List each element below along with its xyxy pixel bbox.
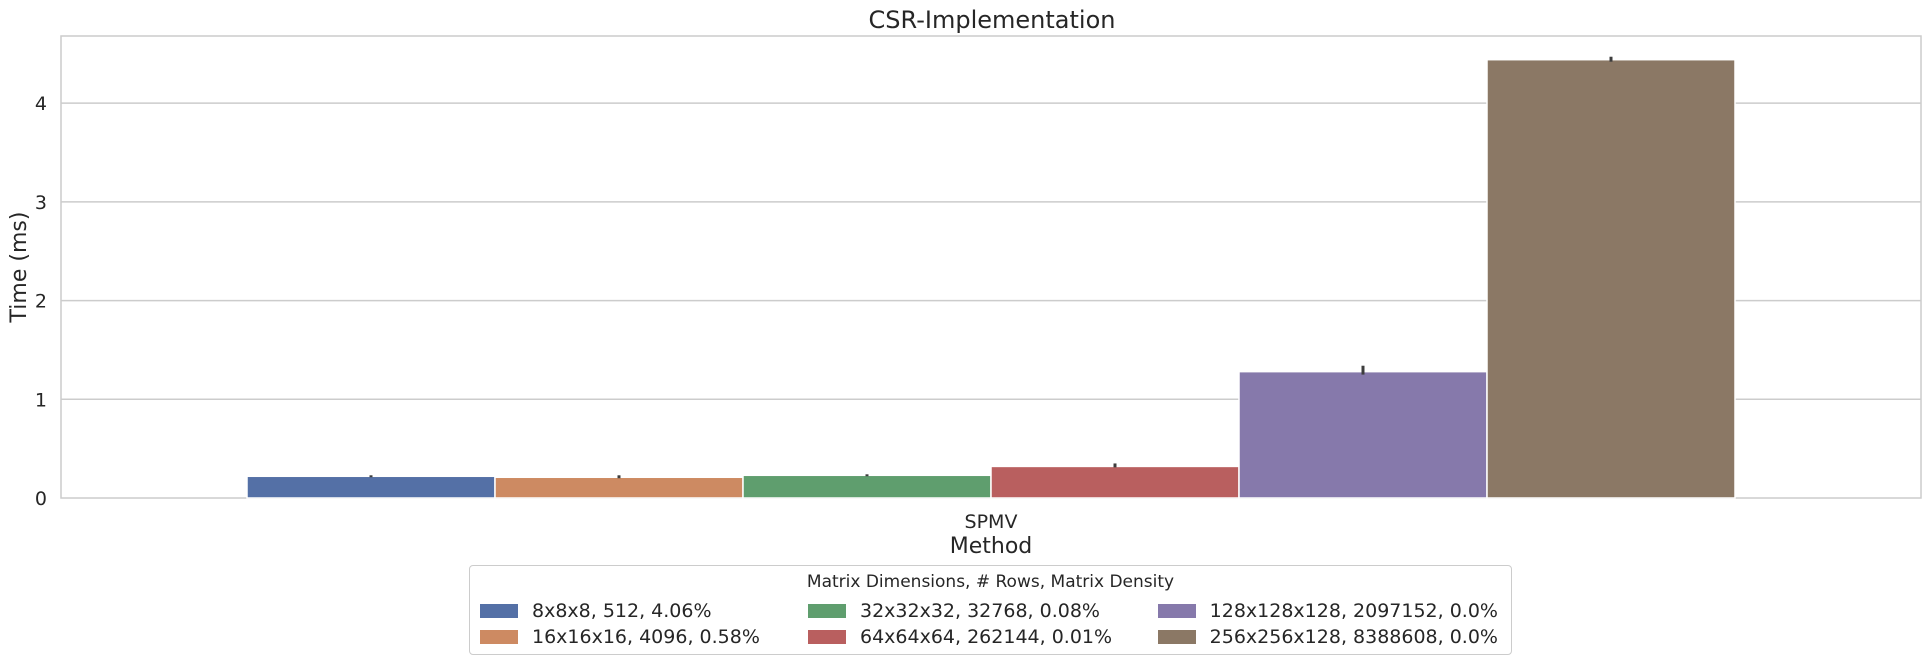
- legend-label-1: 8x8x8, 512, 4.06%: [532, 600, 712, 622]
- legend-swatch-2: [480, 630, 518, 644]
- legend-label-6: 256x256x128, 8388608, 0.0%: [1209, 626, 1498, 648]
- y-tick-labels: 0 1 2 3 4: [35, 93, 47, 510]
- bar-series-1: [246, 475, 496, 499]
- legend-item-5: 128x128x128, 2097152, 0.0%: [1158, 598, 1498, 624]
- y-tick-label-0: 0: [35, 488, 47, 510]
- bar-series-2: [494, 476, 744, 499]
- y-tick-label-4: 4: [35, 93, 47, 115]
- legend-item-4: 64x64x64, 262144, 0.01%: [808, 624, 1158, 650]
- bar-series-3: [742, 474, 992, 499]
- x-axis-label: Method: [950, 534, 1033, 559]
- legend-item-6: 256x256x128, 8388608, 0.0%: [1158, 624, 1498, 650]
- legend-items: 8x8x8, 512, 4.06% 16x16x16, 4096, 0.58% 32…: [480, 598, 1498, 650]
- legend-swatch-4: [808, 630, 846, 644]
- legend-swatch-6: [1158, 630, 1196, 644]
- legend-item-1: 8x8x8, 512, 4.06%: [480, 598, 808, 624]
- bar-series-5: [1238, 370, 1488, 499]
- legend-label-4: 64x64x64, 262144, 0.01%: [860, 626, 1113, 648]
- legend-swatch-3: [808, 604, 846, 618]
- y-axis-label: Time (ms): [7, 212, 32, 324]
- y-tick-label-3: 3: [35, 192, 47, 214]
- legend-label-3: 32x32x32, 32768, 0.08%: [860, 600, 1100, 622]
- legend-item-2: 16x16x16, 4096, 0.58%: [480, 624, 808, 650]
- error-bars: [369, 56, 1613, 479]
- legend-swatch-5: [1158, 604, 1196, 618]
- legend-item-3: 32x32x32, 32768, 0.08%: [808, 598, 1158, 624]
- legend: Matrix Dimensions, # Rows, Matrix Densit…: [469, 565, 1512, 655]
- bars: [246, 58, 1736, 499]
- y-tick-label-2: 2: [35, 291, 47, 313]
- chart-title: CSR-Implementation: [869, 6, 1116, 34]
- bar-series-6: [1486, 58, 1736, 499]
- legend-label-5: 128x128x128, 2097152, 0.0%: [1209, 600, 1498, 622]
- legend-title: Matrix Dimensions, # Rows, Matrix Densit…: [806, 572, 1175, 592]
- legend-swatch-1: [480, 604, 518, 618]
- legend-label-2: 16x16x16, 4096, 0.58%: [532, 626, 760, 648]
- x-tick-label-spmv: SPMV: [965, 511, 1018, 533]
- y-tick-label-1: 1: [35, 389, 47, 411]
- bar-series-4: [990, 465, 1240, 499]
